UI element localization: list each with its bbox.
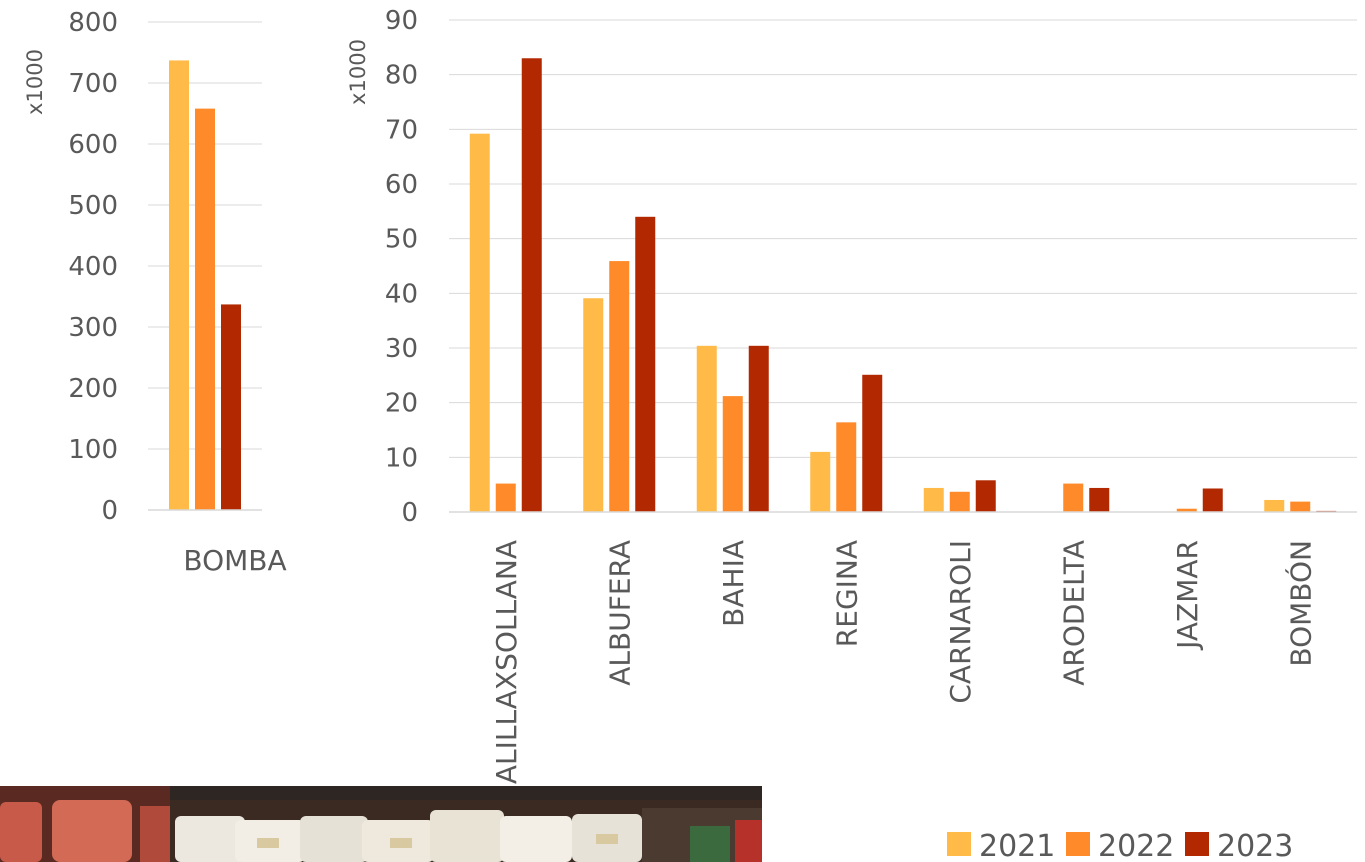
bar-2021 <box>469 133 490 512</box>
y-tick-label: 50 <box>385 225 418 255</box>
bomba-chart: 0 100 200 300 400 500 600 700 800 x1000 BOMBA <box>23 8 287 577</box>
legend-label: 2021 <box>979 829 1055 862</box>
bar-2023 <box>635 216 656 513</box>
y-tick-label: 200 <box>68 374 118 404</box>
y-tick-label: 300 <box>68 313 118 343</box>
y-tick-label: 90 <box>385 6 418 36</box>
y-tick-label: 30 <box>385 334 418 364</box>
y-tick-label: 700 <box>68 69 118 99</box>
bar-2021 <box>169 60 189 511</box>
y-tick-label: 800 <box>68 8 118 38</box>
y-tick-label: 400 <box>68 252 118 282</box>
y-tick-label: 0 <box>101 496 118 526</box>
bar-2022 <box>836 422 857 512</box>
bar-2022 <box>949 491 970 512</box>
bar-2021 <box>696 345 717 512</box>
legend-swatch-2023 <box>1185 832 1209 856</box>
legend-label: 2023 <box>1217 829 1293 862</box>
varieties-chart: 0 10 20 30 40 50 60 70 80 90 x1000 ALILLAXSOLLANA AL… <box>346 6 1357 784</box>
y-tick-label: 100 <box>68 435 118 465</box>
y-tick-label: 60 <box>385 170 418 200</box>
bar-2023 <box>862 374 883 512</box>
y-tick-label: 40 <box>385 279 418 309</box>
bar-2022 <box>1290 501 1311 512</box>
legend-swatch-2022 <box>1066 832 1090 856</box>
y-tick-label: 80 <box>385 61 418 91</box>
bar-2022 <box>722 396 743 512</box>
category-label: ALBUFERA <box>603 540 636 686</box>
bar-2023 <box>748 345 769 512</box>
category-label: BOMBÓN <box>1283 540 1317 667</box>
y-tick-label: 70 <box>385 115 418 145</box>
category-label: ALILLAXSOLLANA <box>490 540 523 784</box>
legend-label: 2022 <box>1098 829 1174 862</box>
bar-2023 <box>221 304 241 510</box>
bar-2022 <box>1176 508 1197 512</box>
unit-label: x1000 <box>23 49 47 115</box>
bar-2021 <box>923 487 944 512</box>
bar-2021 <box>1264 499 1285 512</box>
unit-label: x1000 <box>346 39 370 105</box>
bar-2022 <box>195 108 215 511</box>
bar-2023 <box>1089 487 1110 512</box>
legend: 2021 2022 2023 <box>947 829 1293 862</box>
category-label: ARODELTA <box>1057 540 1090 686</box>
bar-2022 <box>495 483 516 512</box>
category-label: REGINA <box>830 540 863 647</box>
y-tick-label: 0 <box>401 498 418 528</box>
bar-2021 <box>810 451 831 512</box>
y-tick-label: 600 <box>68 130 118 160</box>
bar-2022 <box>1063 483 1084 512</box>
bar-2021 <box>583 298 604 512</box>
rice-shelf-image <box>0 786 762 862</box>
bar-2023 <box>975 480 996 512</box>
category-label: BAHIA <box>717 540 750 627</box>
category-label: CARNAROLI <box>944 540 977 704</box>
rice-shelf-photo <box>0 786 762 862</box>
y-tick-label: 10 <box>385 443 418 473</box>
y-tick-label: 500 <box>68 191 118 221</box>
y-tick-label: 20 <box>385 389 418 419</box>
bar-2022 <box>609 261 630 512</box>
bar-2023 <box>1202 488 1223 512</box>
category-label: JAZMAR <box>1171 540 1204 651</box>
bar-2023 <box>521 58 542 513</box>
legend-swatch-2021 <box>947 832 971 856</box>
category-label: BOMBA <box>183 544 286 577</box>
